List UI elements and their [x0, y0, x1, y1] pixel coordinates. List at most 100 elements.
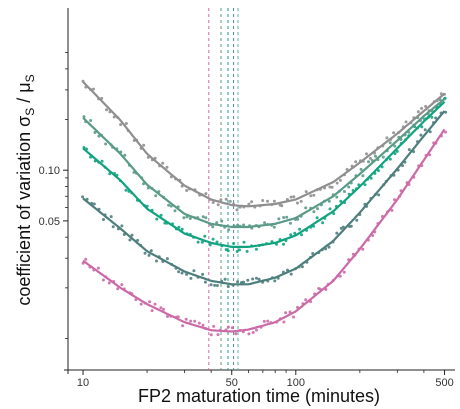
data-point	[292, 195, 296, 199]
data-point	[209, 283, 213, 287]
data-point	[201, 272, 205, 276]
data-point	[212, 324, 216, 328]
data-point	[93, 131, 97, 134]
data-point	[282, 242, 285, 246]
data-point	[197, 321, 201, 325]
data-point	[104, 142, 108, 146]
data-point	[277, 217, 281, 221]
data-point	[385, 136, 389, 140]
data-point	[300, 233, 303, 237]
data-point	[234, 332, 238, 336]
data-point	[235, 208, 239, 212]
data-point	[327, 245, 331, 249]
data-point	[128, 238, 132, 242]
data-point	[165, 257, 169, 261]
x-axis-label: FP2 maturation time (minutes)	[138, 386, 380, 406]
data-point	[338, 274, 342, 278]
data-point	[266, 199, 269, 203]
data-point	[100, 159, 104, 163]
data-point	[193, 319, 197, 323]
data-point	[215, 221, 219, 225]
data-point	[189, 319, 193, 323]
data-point	[374, 154, 377, 158]
data-point	[228, 199, 232, 203]
data-point	[444, 130, 448, 134]
data-point	[177, 225, 181, 229]
data-point	[377, 193, 381, 197]
data-point	[381, 155, 385, 159]
data-point	[232, 242, 236, 245]
series-curve-2	[82, 101, 446, 248]
data-point	[251, 277, 255, 281]
data-point	[363, 183, 367, 187]
data-point	[342, 270, 346, 274]
series-curve-1	[82, 98, 446, 229]
y-tick-label: 0.10	[39, 165, 60, 177]
data-point	[247, 332, 251, 336]
data-point	[250, 200, 254, 204]
data-point	[280, 204, 284, 208]
data-point	[196, 240, 200, 244]
data-point	[181, 324, 185, 328]
data-point	[273, 279, 277, 283]
data-point	[393, 144, 397, 148]
data-point	[226, 325, 230, 329]
data-point	[339, 199, 343, 203]
data-point	[245, 249, 249, 253]
data-point	[300, 265, 304, 269]
data-point	[242, 223, 246, 227]
data-point	[332, 212, 336, 216]
data-point	[148, 300, 152, 304]
data-point	[272, 225, 276, 229]
data-point	[204, 216, 208, 220]
data-point	[430, 115, 434, 119]
data-point	[304, 206, 308, 210]
data-point	[392, 131, 396, 135]
data-point	[159, 306, 163, 310]
x-tick-label: 500	[435, 377, 453, 389]
data-point	[213, 283, 217, 287]
data-point	[293, 231, 297, 235]
data-point	[226, 285, 230, 289]
data-point	[395, 149, 399, 153]
x-tick-label: 10	[77, 377, 89, 389]
data-point	[388, 157, 392, 161]
data-point	[209, 333, 213, 337]
data-point	[365, 152, 368, 156]
data-point	[282, 216, 286, 219]
data-point	[180, 271, 184, 275]
data-point	[116, 287, 120, 291]
data-point	[226, 249, 230, 253]
data-point	[182, 216, 186, 220]
data-point	[124, 122, 128, 125]
data-point	[130, 233, 134, 237]
data-point	[388, 141, 392, 145]
data-point	[284, 311, 288, 315]
data-point	[272, 199, 276, 203]
data-point	[147, 253, 151, 257]
data-point	[330, 185, 334, 189]
data-point	[201, 215, 205, 219]
data-point	[296, 217, 300, 221]
series-curve-4	[82, 128, 446, 333]
data-point	[200, 240, 204, 244]
data-point	[166, 315, 169, 318]
data-point	[220, 219, 224, 223]
data-point	[105, 108, 108, 112]
data-point	[223, 277, 227, 281]
data-point	[327, 199, 331, 203]
data-point	[242, 280, 245, 284]
data-point	[153, 302, 157, 306]
x-tick-label: 100	[287, 377, 305, 389]
data-point	[255, 328, 258, 332]
y-axis-label-tail: / μ	[14, 82, 34, 107]
data-point	[236, 280, 240, 284]
data-point	[242, 240, 246, 244]
data-point	[215, 284, 219, 287]
data-point	[289, 233, 293, 237]
data-point	[173, 209, 177, 213]
data-point	[266, 319, 270, 323]
data-point	[361, 174, 365, 178]
data-point	[257, 277, 261, 281]
